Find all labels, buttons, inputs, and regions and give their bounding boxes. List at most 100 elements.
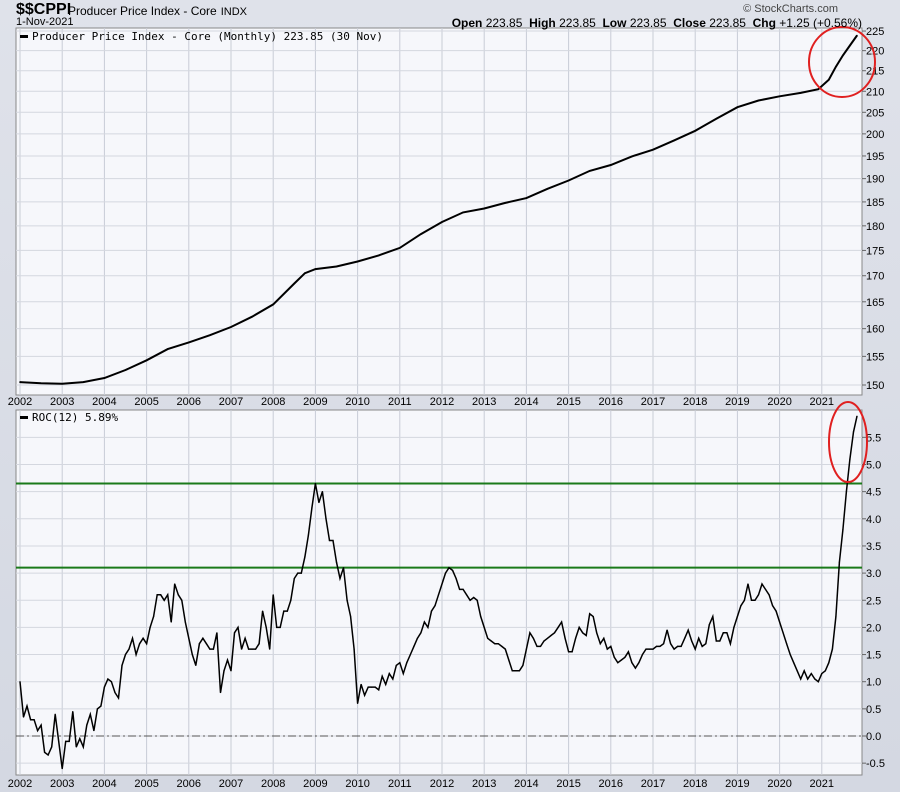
roc-point [93,729,95,732]
roc-point [793,662,795,664]
ppi-point [757,99,760,102]
x-tick-label: 2014 [514,396,538,408]
y-tick-label: 220 [866,46,884,58]
roc-point [19,681,21,683]
roc-point [736,615,739,618]
x-tick-label: 2011 [388,778,412,790]
roc-point [342,567,345,569]
roc-point [371,686,373,688]
roc-point [764,588,767,590]
x-tick-label: 2010 [345,396,369,408]
roc-point [226,659,229,661]
roc-point [722,632,724,634]
roc-point [617,662,619,664]
y-tick-label: 2.5 [866,595,881,607]
roc-point [33,719,35,721]
x-tick-label: 2021 [810,396,834,408]
roc-point [47,754,49,756]
roc-point [205,643,207,645]
roc-point [177,594,179,596]
roc-point [532,637,535,639]
roc-point [638,662,640,664]
roc-point [501,645,503,648]
roc-point [413,645,415,648]
roc-point [627,651,629,653]
y-tick-label: 190 [866,174,884,186]
y-tick-label: 185 [866,197,884,209]
roc-point [786,643,788,645]
roc-point [156,594,158,596]
roc-point [191,653,193,656]
roc-point [100,705,102,707]
chg-value: +1.25 (+0.56%) [779,16,862,30]
roc-point [121,664,123,667]
roc-point [729,643,731,645]
x-tick-label: 2006 [177,778,201,790]
roc-point [575,637,577,639]
roc-point [599,643,601,645]
roc-point [490,640,492,642]
roc-point [852,431,855,433]
roc-point [466,594,468,596]
roc-point [705,643,707,645]
roc-point [420,632,422,634]
roc-point [279,626,281,629]
ppi-point [504,202,507,204]
roc-point [339,577,341,580]
x-tick-label: 2009 [303,778,327,790]
roc-point [58,740,60,743]
x-tick-label: 2009 [303,396,327,408]
x-tick-label: 2018 [683,396,707,408]
roc-point [230,670,232,672]
symbol: $$CPPI [16,1,72,18]
roc-point [328,539,331,542]
roc-point [385,683,387,686]
ppi-point [441,221,443,223]
watermark: © StockCharts.com [743,3,838,15]
roc-point [138,643,141,645]
roc-point [557,626,559,629]
ppi-point [610,164,612,166]
exchange: INDX [220,6,248,18]
roc-point [188,637,190,639]
roc-point [525,648,528,650]
roc-point [311,507,313,509]
roc-point [153,615,155,618]
price-legend: Producer Price Index - Core (Monthly) 22… [20,30,383,43]
roc-point [360,683,362,686]
roc-point [768,594,770,596]
roc-point [712,615,714,618]
x-tick-label: 2004 [92,778,116,790]
roc-point [131,637,134,639]
roc-point [54,713,56,715]
roc-point [195,664,197,667]
y-tick-label: 2.0 [866,622,881,634]
x-tick-label: 2019 [725,778,749,790]
ppi-point [251,315,253,318]
roc-point [103,686,105,688]
ppi-point [736,106,739,109]
roc-point [708,624,710,626]
roc-point [430,610,433,612]
ohlc-readout: Open 223.85 High 223.85 Low 223.85 Close… [452,16,862,30]
roc-point [353,648,355,650]
index-name: Producer Price Index - Core INDX [68,4,247,18]
roc-point [480,615,482,618]
ppi-point [546,188,549,190]
roc-point [655,645,658,648]
roc-point [849,458,851,460]
x-tick-label: 2004 [92,396,116,408]
roc-point [757,594,760,596]
roc-point [117,697,120,699]
ppi-point [293,282,296,285]
roc-point [719,640,721,642]
roc-point [247,648,250,650]
roc-point [680,645,682,648]
x-tick-label: 2012 [430,778,454,790]
ppi-point [19,381,21,383]
roc-point [596,632,598,634]
ppi-point [856,34,858,37]
roc-point [462,588,464,590]
y-tick-label: 150 [866,380,884,392]
